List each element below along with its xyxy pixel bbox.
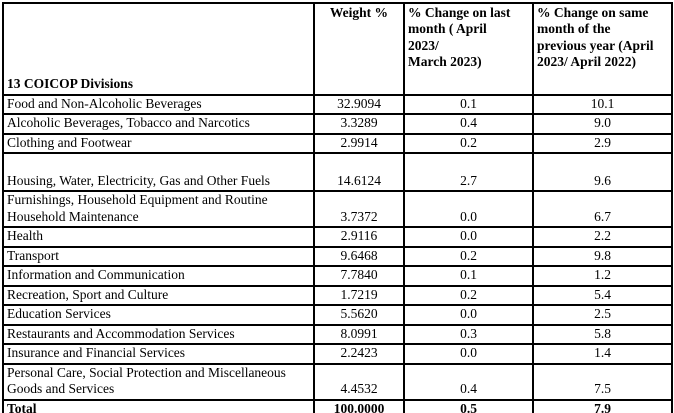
division-cell: Food and Non-Alcoholic Beverages — [2, 93, 315, 116]
division-cell: Recreation, Sport and Culture — [2, 284, 315, 307]
division-cell: Information and Communication — [2, 265, 315, 287]
change-year-cell: 7.5 — [532, 362, 673, 401]
change-year-cell: 5.4 — [532, 284, 673, 307]
change-month-cell: 0.0 — [403, 190, 534, 229]
division-cell: Furnishings, Household Equipment and Rou… — [2, 190, 315, 229]
table-row-clothing: Clothing and Footwear 2.9914 0.2 2.9 — [2, 132, 673, 155]
table-row-insurance: Insurance and Financial Services 2.2423 … — [2, 343, 673, 365]
total-weight-cell: 100.0000 — [313, 398, 405, 413]
change-year-cell: 1.4 — [532, 343, 673, 365]
change-year-cell: 1.2 — [532, 265, 673, 287]
table-row-food: Food and Non-Alcoholic Beverages 32.9094… — [2, 93, 673, 116]
table-row-housing: Housing, Water, Electricity, Gas and Oth… — [2, 152, 673, 193]
table-row-transport: Transport 9.6468 0.2 9.8 — [2, 245, 673, 268]
change-month-cell: 2.7 — [403, 152, 534, 193]
change-year-cell: 2.2 — [532, 226, 673, 248]
division-cell: Health — [2, 226, 315, 248]
change-year-cell: 6.7 — [532, 190, 673, 229]
table-row-personal-care: Personal Care, Social Protection and Mis… — [2, 362, 673, 401]
change-month-cell: 0.3 — [403, 323, 534, 346]
weight-cell: 32.9094 — [313, 93, 405, 116]
change-month-cell: 0.0 — [403, 226, 534, 248]
table-row-furnishings: Furnishings, Household Equipment and Rou… — [2, 190, 673, 229]
total-change-year-cell: 7.9 — [532, 398, 673, 413]
change-month-cell: 0.0 — [403, 304, 534, 326]
change-year-cell: 2.9 — [532, 132, 673, 155]
weight-cell: 2.2423 — [313, 343, 405, 365]
weight-cell: 2.9116 — [313, 226, 405, 248]
weight-cell: 9.6468 — [313, 245, 405, 268]
header-change-previous-year: % Change on same month of the previous y… — [532, 2, 673, 96]
change-year-cell: 10.1 — [532, 93, 673, 116]
table-row-alcoholic: Alcoholic Beverages, Tobacco and Narcoti… — [2, 113, 673, 135]
weight-cell: 3.7372 — [313, 190, 405, 229]
total-label-cell: Total — [2, 398, 315, 413]
division-cell: Alcoholic Beverages, Tobacco and Narcoti… — [2, 113, 315, 135]
total-change-month-cell: 0.5 — [403, 398, 534, 413]
header-weight-percent: Weight % — [313, 2, 405, 96]
change-month-cell: 0.2 — [403, 132, 534, 155]
change-year-cell: 9.0 — [532, 113, 673, 135]
weight-cell: 2.9914 — [313, 132, 405, 155]
weight-cell: 14.6124 — [313, 152, 405, 193]
division-cell: Restaurants and Accommodation Services — [2, 323, 315, 346]
change-year-cell: 2.5 — [532, 304, 673, 326]
weight-cell: 7.7840 — [313, 265, 405, 287]
change-month-cell: 0.1 — [403, 265, 534, 287]
weight-cell: 1.7219 — [313, 284, 405, 307]
change-year-cell: 9.6 — [532, 152, 673, 193]
table-row-restaurants: Restaurants and Accommodation Services 8… — [2, 323, 673, 346]
weight-cell: 8.0991 — [313, 323, 405, 346]
division-cell: Education Services — [2, 304, 315, 326]
change-month-cell: 0.4 — [403, 113, 534, 135]
header-coicop-divisions: 13 COICOP Divisions — [2, 2, 315, 96]
division-cell: Insurance and Financial Services — [2, 343, 315, 365]
change-month-cell: 0.4 — [403, 362, 534, 401]
table-row-information: Information and Communication 7.7840 0.1… — [2, 265, 673, 287]
division-cell: Personal Care, Social Protection and Mis… — [2, 362, 315, 401]
table-total-row: Total 100.0000 0.5 7.9 — [2, 398, 673, 413]
division-cell: Housing, Water, Electricity, Gas and Oth… — [2, 152, 315, 193]
change-year-cell: 9.8 — [532, 245, 673, 268]
table-header-row: 13 COICOP Divisions Weight % % Change on… — [2, 2, 673, 96]
change-month-cell: 0.1 — [403, 93, 534, 116]
division-cell: Clothing and Footwear — [2, 132, 315, 155]
table-row-health: Health 2.9116 0.0 2.2 — [2, 226, 673, 248]
change-month-cell: 0.0 — [403, 343, 534, 365]
change-year-cell: 5.8 — [532, 323, 673, 346]
weight-cell: 3.3289 — [313, 113, 405, 135]
table-row-education: Education Services 5.5620 0.0 2.5 — [2, 304, 673, 326]
change-month-cell: 0.2 — [403, 284, 534, 307]
change-month-cell: 0.2 — [403, 245, 534, 268]
table-row-recreation: Recreation, Sport and Culture 1.7219 0.2… — [2, 284, 673, 307]
weight-cell: 4.4532 — [313, 362, 405, 401]
header-change-last-month: % Change on last month ( April 2023/ Mar… — [403, 2, 534, 96]
weight-cell: 5.5620 — [313, 304, 405, 326]
division-cell: Transport — [2, 245, 315, 268]
